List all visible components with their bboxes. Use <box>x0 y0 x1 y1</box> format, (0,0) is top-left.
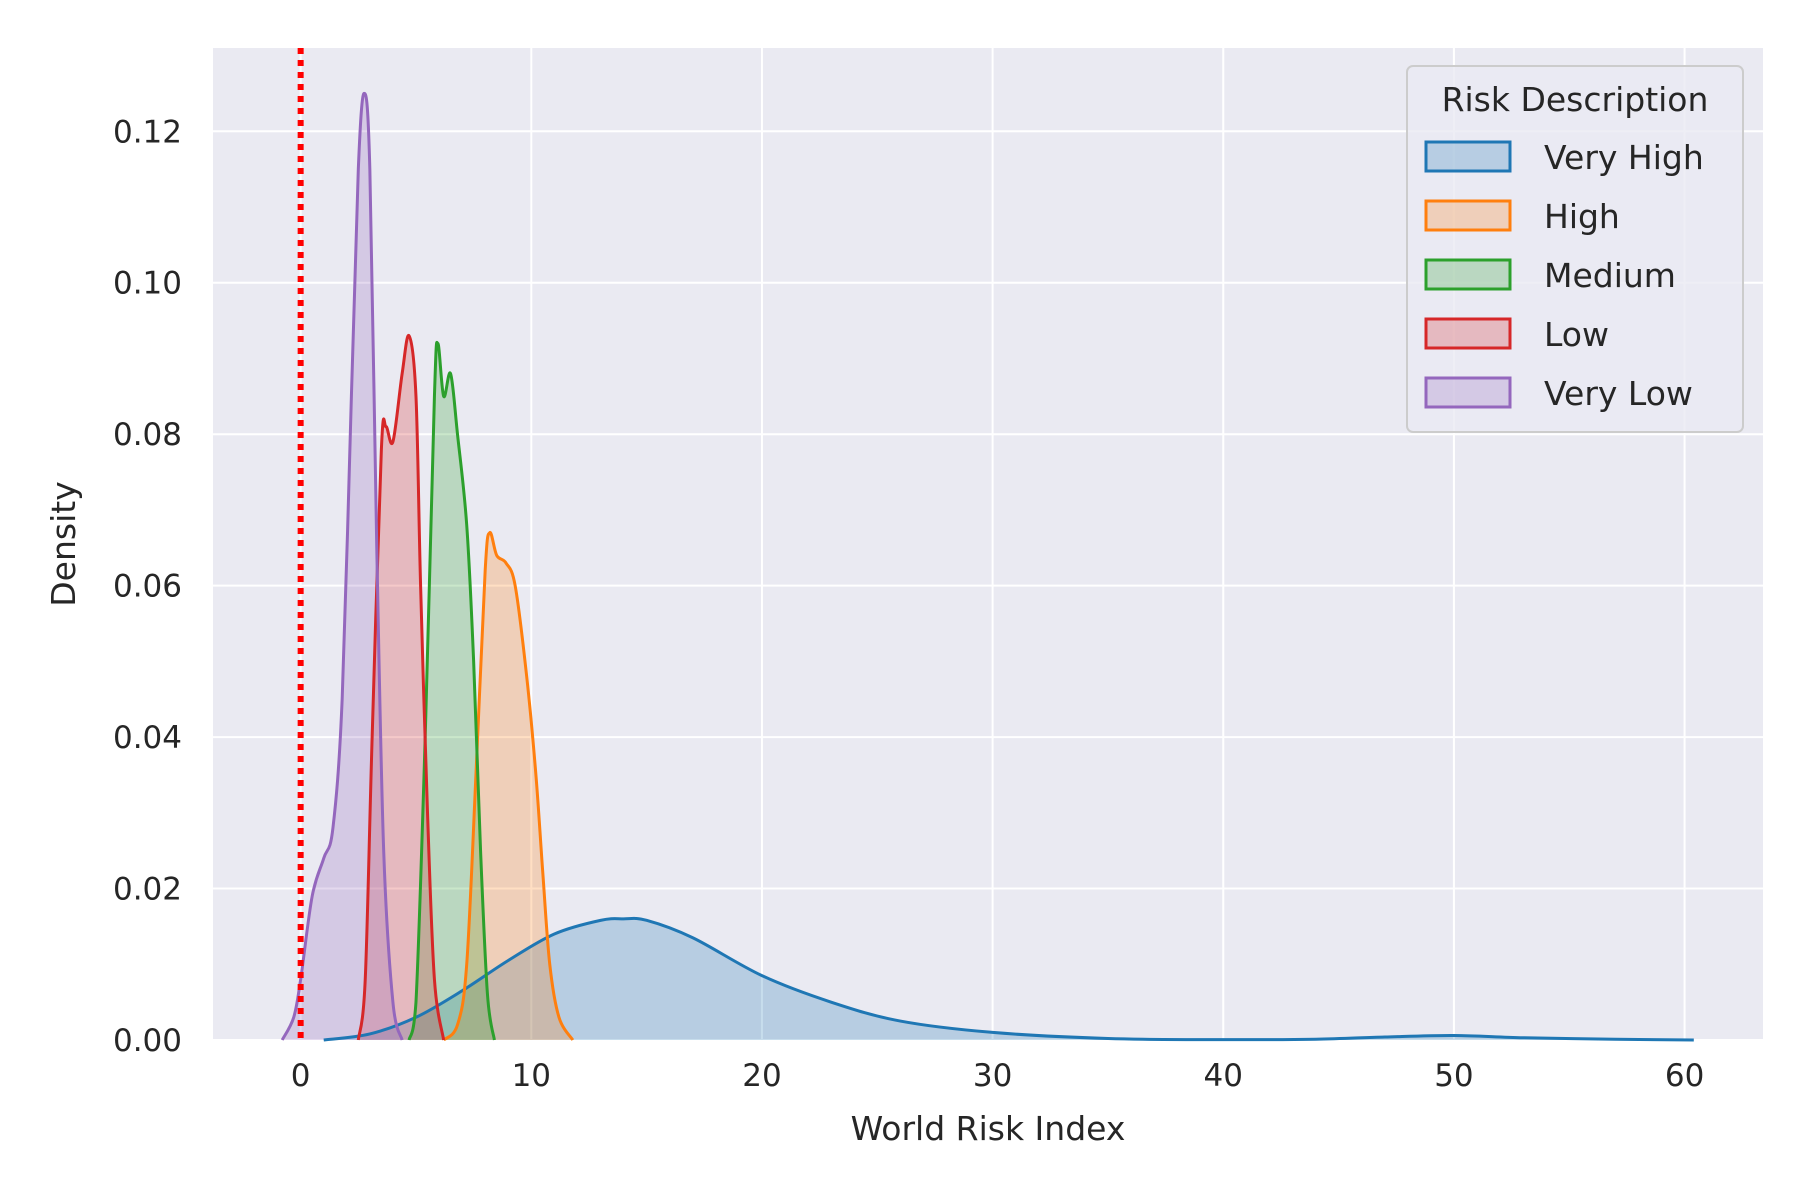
legend-label: Very High <box>1544 138 1704 177</box>
x-tick-label: 0 <box>291 1058 311 1094</box>
legend-item-very-high: Very High <box>1424 138 1704 177</box>
legend-title: Risk Description <box>1442 80 1709 119</box>
legend-swatch <box>1424 140 1512 173</box>
density-line-very-high <box>323 916 1694 1042</box>
legend-label: High <box>1544 197 1620 236</box>
legend-swatch <box>1424 317 1512 350</box>
legend-item-low: Low <box>1424 315 1609 354</box>
density-line-high <box>442 531 575 1042</box>
x-tick-label: 50 <box>1434 1058 1473 1094</box>
y-tick-label: 0.00 <box>113 1023 182 1059</box>
x-tick-label: 30 <box>973 1058 1012 1094</box>
y-tick-label: 0.12 <box>113 114 182 150</box>
density-line-low <box>356 334 446 1041</box>
y-tick-label: 0.04 <box>113 720 182 756</box>
y-tick-label: 0.10 <box>113 266 182 302</box>
x-tick-label: 60 <box>1665 1058 1704 1094</box>
y-axis-label: Density <box>44 481 83 606</box>
x-axis-ticks: 0 10 20 30 40 50 60 <box>291 1058 1705 1094</box>
density-line-medium <box>407 340 496 1041</box>
legend: Risk Description Very HighHighMediumLowV… <box>1406 65 1744 433</box>
legend-box <box>1406 65 1744 433</box>
legend-item-very-low: Very Low <box>1424 374 1693 413</box>
density-lines <box>280 91 1694 1042</box>
legend-label: Medium <box>1544 256 1676 295</box>
density-area-high <box>443 532 573 1040</box>
y-tick-label: 0.02 <box>113 872 182 908</box>
x-tick-label: 20 <box>742 1058 781 1094</box>
density-line-very-low <box>280 91 404 1041</box>
legend-label: Low <box>1544 315 1609 354</box>
legend-items: Very High High Medium Low Very Low <box>1424 138 1704 413</box>
legend-swatch <box>1424 199 1512 232</box>
legend-item-medium: Medium <box>1424 256 1676 295</box>
legend-item-high: High <box>1424 197 1620 236</box>
y-tick-label: 0.06 <box>113 569 182 605</box>
y-axis-ticks: 0.00 0.02 0.04 0.06 0.08 0.10 0.12 <box>113 114 182 1059</box>
x-axis-label: World Risk Index <box>851 1109 1126 1148</box>
legend-label: Very Low <box>1544 374 1693 413</box>
x-tick-label: 10 <box>512 1058 551 1094</box>
density-area-very-high <box>323 918 1694 1040</box>
x-tick-label: 40 <box>1204 1058 1243 1094</box>
y-tick-label: 0.08 <box>113 417 182 453</box>
legend-swatch <box>1424 258 1512 291</box>
legend-swatch <box>1424 376 1512 409</box>
